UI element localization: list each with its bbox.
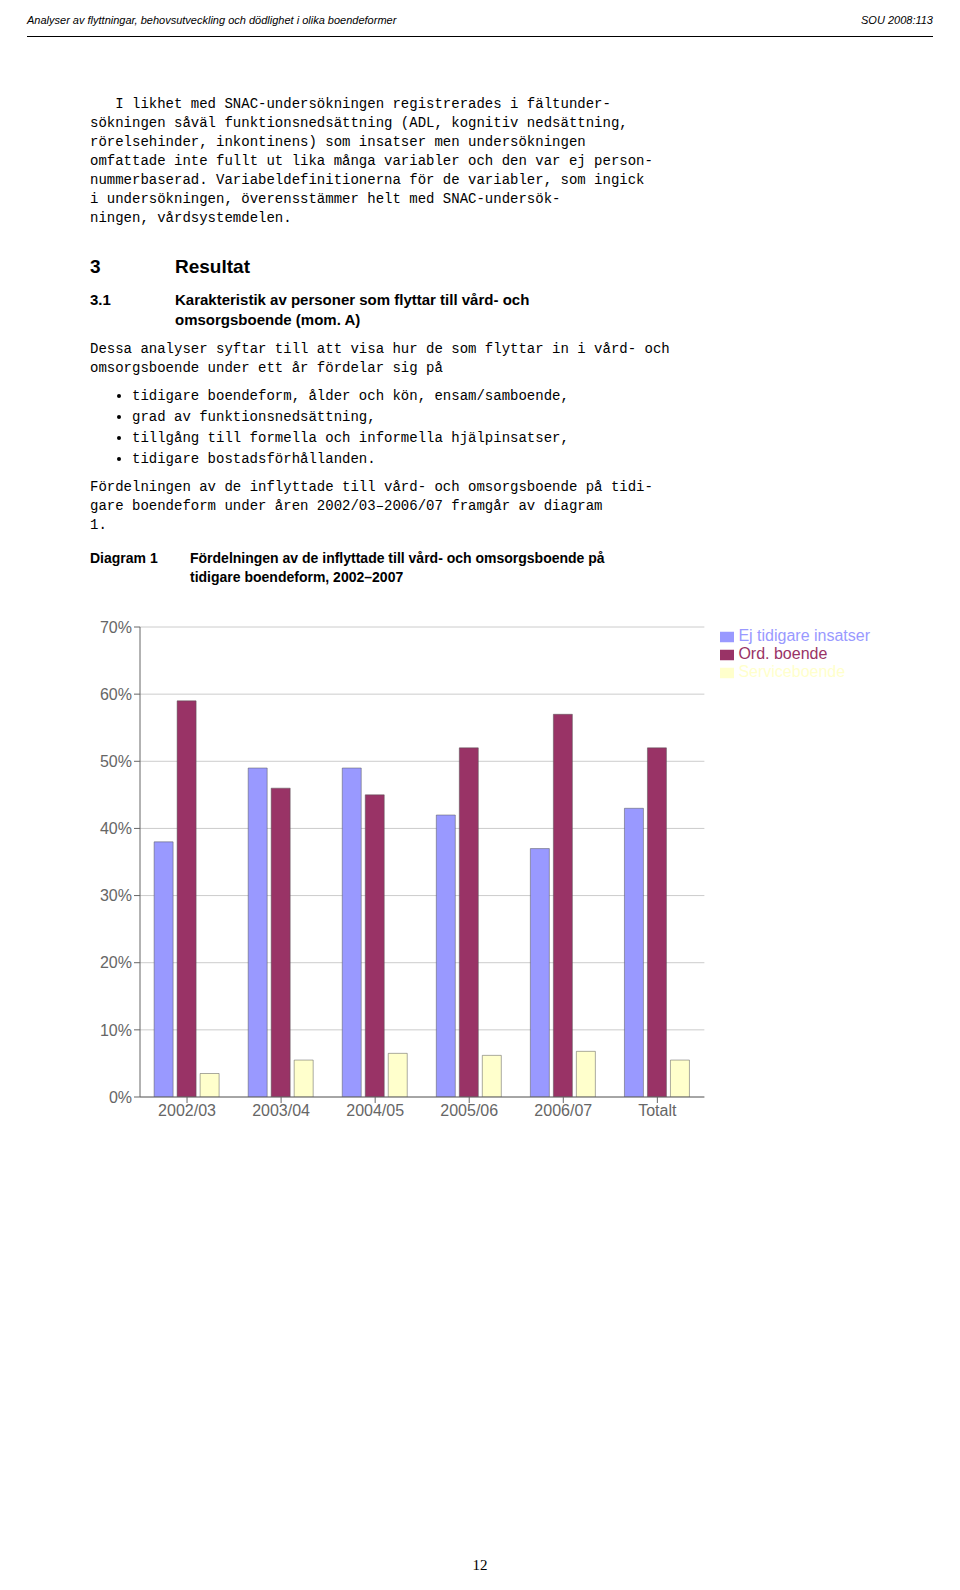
html-text:tidigare boendeform, 2002–2007: tidigare boendeform, 2002–2007 <box>190 569 404 585</box>
html-text:Ej tidigare insatser: Ej tidigare insatser <box>738 627 870 644</box>
svg-text:2003/04: 2003/04 <box>252 1102 310 1119</box>
svg-text:0%: 0% <box>109 1089 132 1106</box>
html-text:gare boendeform under åren 200: gare boendeform under åren 2002/03–2006/… <box>90 498 603 514</box>
html-text:3: 3 <box>90 256 101 277</box>
html-text:Resultat: Resultat <box>175 256 250 277</box>
html-text:Serviceboende: Serviceboende <box>738 663 846 680</box>
svg-text:60%: 60% <box>100 686 132 703</box>
html-text:omsorgsboende (mom. A): omsorgsboende (mom. A) <box>175 311 361 328</box>
html-text:I likhet med SNAC-undersökning: I likhet med SNAC-undersökningen registr… <box>115 96 611 112</box>
html-text:1.: 1. <box>90 517 107 533</box>
svg-text:50%: 50% <box>100 753 132 770</box>
html-text:Fördelningen av de inflyttade: Fördelningen av de inflyttade till vård-… <box>90 479 653 495</box>
html-text:rörelsehinder, inkontinens) so: rörelsehinder, inkontinens) som insatser… <box>90 134 586 150</box>
html-text:Ord. boende: Ord. boende <box>738 645 828 662</box>
svg-text:30%: 30% <box>100 887 132 904</box>
html-text:omsorgsboende under ett år för: omsorgsboende under ett år fördelar sig … <box>90 360 443 376</box>
html-text:omfattade inte fullt ut lika m: omfattade inte fullt ut lika många varia… <box>90 153 653 169</box>
html-text:tidigare boendeform, ålder och: tidigare boendeform, ålder och kön, ensa… <box>132 388 569 404</box>
svg-text:2004/05: 2004/05 <box>346 1102 404 1119</box>
html-text:grad av funktionsnedsättning,: grad av funktionsnedsättning, <box>132 409 376 425</box>
html-text:tillgång till formella och inf: tillgång till formella och informella hj… <box>132 430 569 446</box>
html-text:Analyser av flyttningar, behov: Analyser av flyttningar, behovsutvecklin… <box>27 14 397 26</box>
html-text:i undersökningen, överensstämm: i undersökningen, överensstämmer helt me… <box>90 191 561 207</box>
svg-text:20%: 20% <box>100 954 132 971</box>
html-text:Fördelningen av de inflyttade: Fördelningen av de inflyttade till vård-… <box>190 550 605 566</box>
svg-text:2006/07: 2006/07 <box>534 1102 592 1119</box>
svg-text:40%: 40% <box>100 820 132 837</box>
svg-text:2002/03: 2002/03 <box>158 1102 216 1119</box>
html-text:3.1: 3.1 <box>90 291 111 308</box>
svg-text:Totalt: Totalt <box>638 1102 677 1119</box>
html-text:nummerbaserad. Variabeldefinit: nummerbaserad. Variabeldefinitionerna fö… <box>90 172 645 188</box>
svg-text:10%: 10% <box>100 1022 132 1039</box>
html-text:Karakteristik av personer som: Karakteristik av personer som flyttar ti… <box>175 291 530 308</box>
svg-text:2005/06: 2005/06 <box>440 1102 498 1119</box>
html-text:tidigare bostadsförhållanden.: tidigare bostadsförhållanden. <box>132 451 376 467</box>
html-text:ningen, vårdsystemdelen.: ningen, vårdsystemdelen. <box>90 210 292 226</box>
html-text:Diagram 1: Diagram 1 <box>90 550 158 566</box>
svg-text:70%: 70% <box>100 619 132 636</box>
html-text:SOU 2008:113: SOU 2008:113 <box>861 14 933 26</box>
html-text:sökningen såväl funktionsnedsä: sökningen såväl funktionsnedsättning (AD… <box>90 115 628 131</box>
html-text:12: 12 <box>472 1557 488 1573</box>
html-text:Dessa analyser syftar till att: Dessa analyser syftar till att visa hur … <box>90 341 670 357</box>
